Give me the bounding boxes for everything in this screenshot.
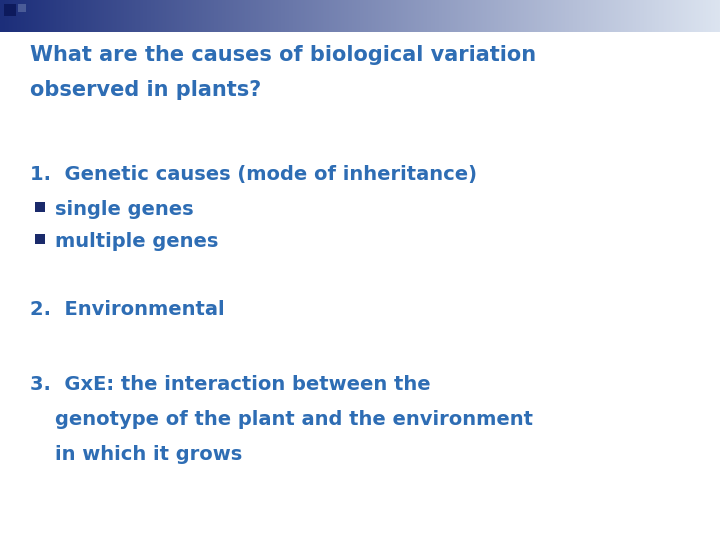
Bar	[35, 234, 45, 244]
Text: 2.  Environmental: 2. Environmental	[30, 300, 225, 319]
Text: genotype of the plant and the environment: genotype of the plant and the environmen…	[55, 410, 533, 429]
Text: single genes: single genes	[55, 200, 194, 219]
Text: What are the causes of biological variation: What are the causes of biological variat…	[30, 45, 536, 65]
Text: multiple genes: multiple genes	[55, 232, 218, 251]
Bar	[18, 4, 26, 12]
Bar	[4, 4, 16, 16]
Text: in which it grows: in which it grows	[55, 445, 242, 464]
Text: observed in plants?: observed in plants?	[30, 80, 261, 100]
Bar	[35, 202, 45, 212]
Text: 3.  GxE: the interaction between the: 3. GxE: the interaction between the	[30, 375, 431, 394]
Text: 1.  Genetic causes (mode of inheritance): 1. Genetic causes (mode of inheritance)	[30, 165, 477, 184]
